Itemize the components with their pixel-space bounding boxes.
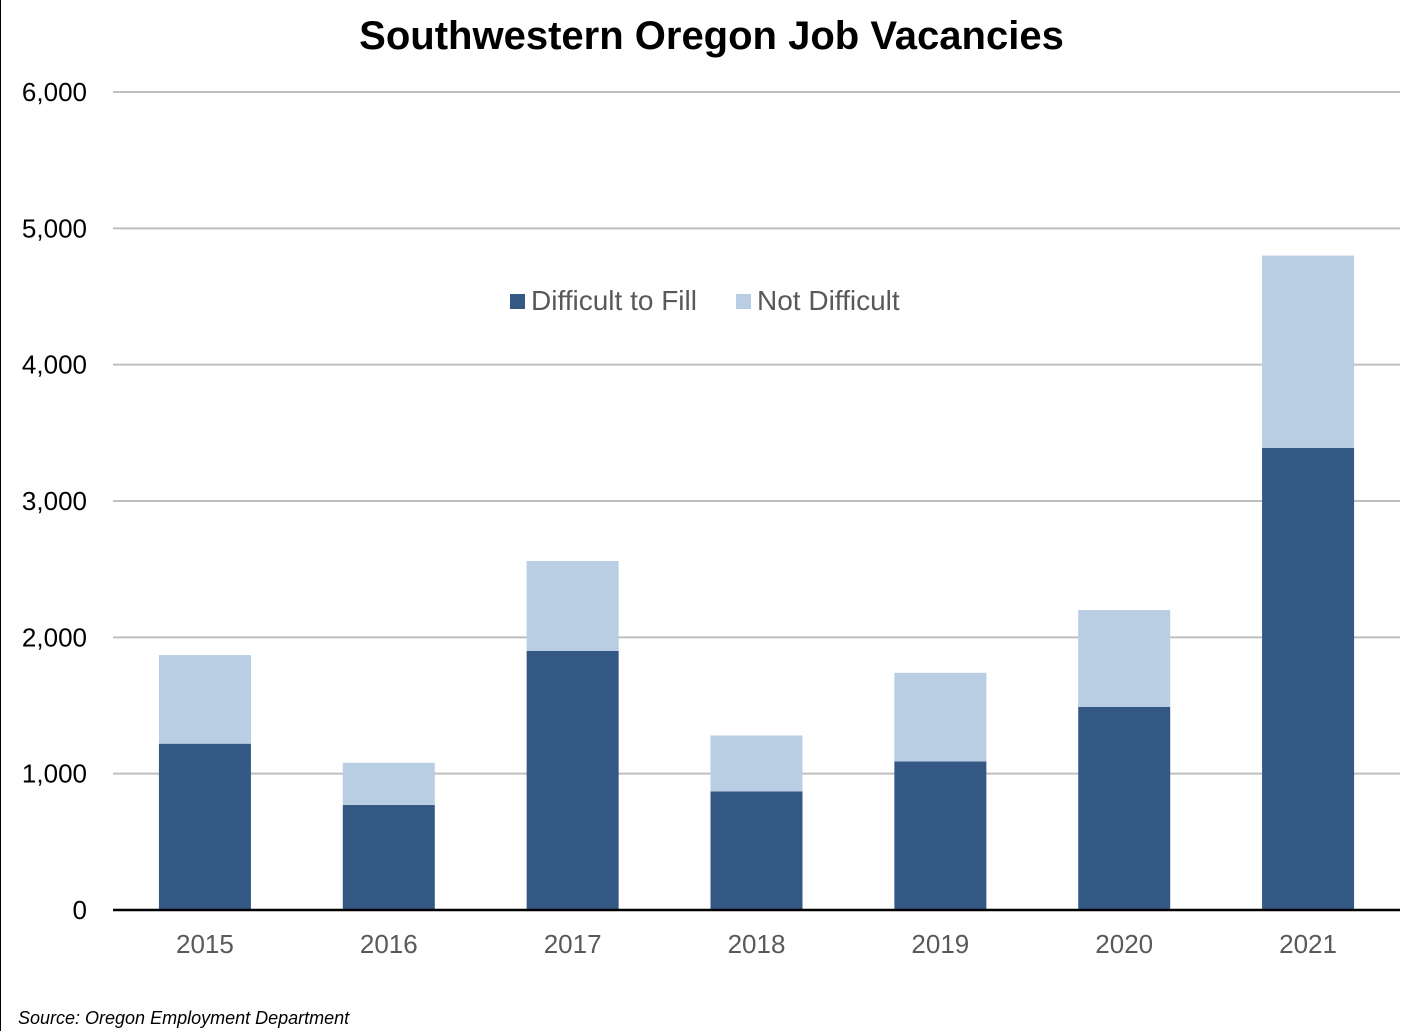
- y-tick-label: 6,000: [22, 77, 87, 107]
- y-tick-label: 0: [73, 895, 87, 925]
- y-tick-label: 3,000: [22, 486, 87, 516]
- bar-difficult-to-fill-2015: [158, 743, 251, 910]
- bar-difficult-to-fill-2020: [1078, 706, 1171, 910]
- y-tick-label: 2,000: [22, 622, 87, 652]
- bar-difficult-to-fill-2017: [526, 650, 619, 910]
- y-tick-label: 5,000: [22, 213, 87, 243]
- x-tick-label: 2021: [1279, 929, 1337, 959]
- x-tick-label: 2015: [176, 929, 234, 959]
- chart-frame-left-border: [0, 0, 1, 1031]
- bar-difficult-to-fill-2021: [1262, 447, 1355, 910]
- y-tick-label: 1,000: [22, 759, 87, 789]
- legend-swatch-not-difficult: [736, 294, 751, 309]
- bar-difficult-to-fill-2016: [342, 805, 435, 910]
- y-tick-label: 4,000: [22, 350, 87, 380]
- source-note: Source: Oregon Employment Department: [18, 1008, 350, 1028]
- legend-label: Not Difficult: [757, 285, 900, 316]
- bar-difficult-to-fill-2018: [710, 791, 803, 910]
- x-tick-label: 2018: [728, 929, 786, 959]
- chart-title: Southwestern Oregon Job Vacancies: [359, 14, 1064, 58]
- bar-not-difficult-2020: [1078, 610, 1171, 707]
- x-tick-label: 2020: [1095, 929, 1153, 959]
- legend-swatch-difficult-to-fill: [510, 294, 525, 309]
- x-tick-label: 2017: [544, 929, 602, 959]
- x-tick-label: 2019: [911, 929, 969, 959]
- bar-not-difficult-2015: [158, 655, 251, 744]
- bar-not-difficult-2017: [526, 560, 619, 651]
- bar-not-difficult-2021: [1262, 255, 1355, 448]
- bar-not-difficult-2018: [710, 735, 803, 792]
- bar-not-difficult-2016: [342, 762, 435, 806]
- legend-label: Difficult to Fill: [531, 285, 697, 316]
- x-tick-label: 2016: [360, 929, 418, 959]
- bar-not-difficult-2019: [894, 672, 987, 762]
- bar-difficult-to-fill-2019: [894, 761, 987, 910]
